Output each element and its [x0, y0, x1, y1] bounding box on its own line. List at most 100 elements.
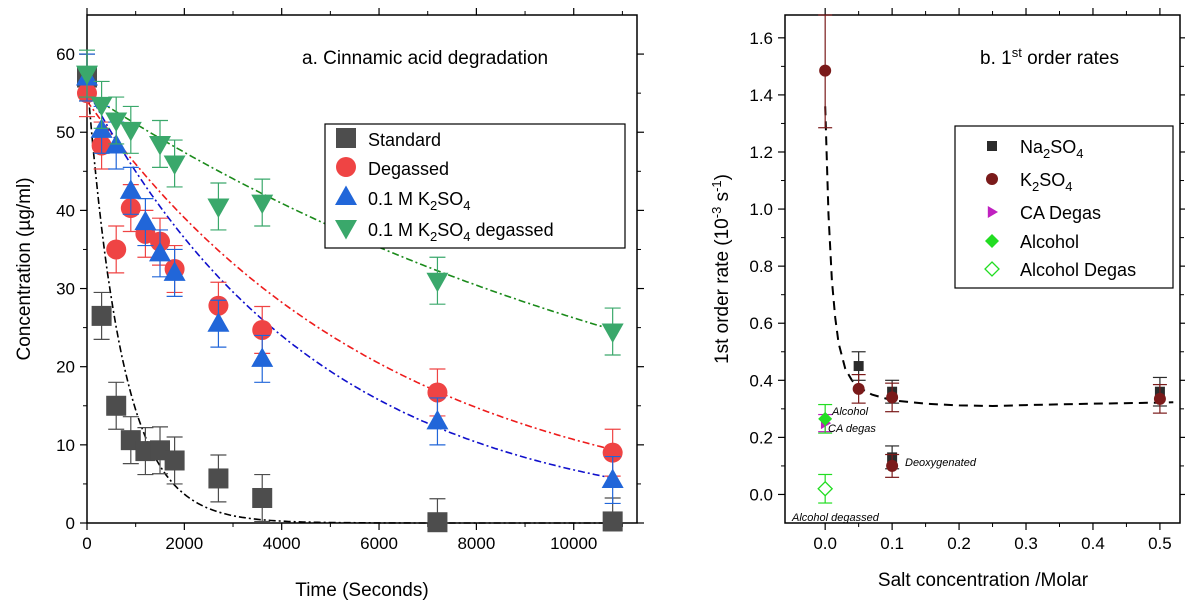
annotation-ca-degas: CA degas — [828, 423, 876, 435]
annotation-deoxygenated: Deoxygenated — [905, 457, 977, 469]
panel-a-xtick-label: 4000 — [263, 534, 301, 553]
panel-a-xtick-label: 10000 — [550, 534, 597, 553]
x-axis-title-a: Time (Seconds) — [295, 580, 428, 600]
panel-b-ytick-label: 0.4 — [749, 371, 773, 390]
data-point — [427, 512, 448, 533]
data-point — [251, 347, 274, 367]
data-point — [252, 487, 273, 508]
panel-b-ytick-label: 0.8 — [749, 257, 773, 276]
panel-a-ytick-label: 0 — [66, 514, 75, 533]
data-point — [91, 305, 112, 326]
legend-a-label-standard: Standard — [368, 130, 441, 150]
legend-b-marker-0 — [987, 141, 997, 151]
data-point — [119, 121, 142, 142]
data-point — [1153, 392, 1166, 405]
data-point — [164, 450, 185, 471]
panel-b-ytick-label: 0.2 — [749, 428, 773, 447]
plot-frame-b — [784, 14, 1181, 524]
series-b-1 — [818, 14, 1167, 478]
panel-a-xtick-label: 2000 — [165, 534, 203, 553]
legend-a-box — [324, 123, 626, 249]
data-point — [602, 511, 623, 532]
data-point — [90, 96, 113, 117]
data-point — [886, 459, 899, 472]
data-point — [105, 112, 128, 133]
data-point — [853, 361, 864, 372]
panel-a-ytick-label: 20 — [56, 358, 75, 377]
legend-a-marker-3 — [335, 220, 357, 240]
legend-b-marker-1 — [986, 173, 998, 185]
panel-b: 0.0 0.1 0.2 0.3 0.4 0.5 0.0 0.2 0.4 0.6 0.8 1.0 1.2 1… — [709, 8, 1185, 591]
series-b-4 — [817, 473, 834, 504]
fit-curve-3 — [87, 92, 613, 331]
legend-b: Na2SO4 K2SO4 CA Degas Alcohol Alcohol De… — [954, 125, 1174, 289]
panel-a-ytick-label: 50 — [56, 123, 75, 142]
legend-b-marker-4 — [984, 261, 1000, 277]
data-point — [819, 64, 832, 77]
panel-b-ytick-label: 0.0 — [749, 485, 773, 504]
panel-b-ytick-label: 1.4 — [749, 86, 773, 105]
y-axis-title-a: Concentration (µg/ml) — [14, 177, 35, 360]
axis-ticks-b: 0.0 0.1 0.2 0.3 0.4 0.5 0.0 0.2 0.4 0.6 0.8 1.0 1.2 1… — [749, 8, 1185, 553]
panel-a-ytick-label: 40 — [56, 201, 75, 220]
legend-b-box — [954, 125, 1174, 289]
legend-b-label-alcohol: Alcohol — [1020, 232, 1079, 252]
data-point — [601, 323, 624, 344]
series-a-3 — [76, 49, 624, 356]
data-point — [852, 382, 865, 395]
panel-b-ytick-label: 0.6 — [749, 314, 773, 333]
x-axis-title-b: Salt concentration /Molar — [878, 570, 1089, 591]
legend-b-label-ca-degas: CA Degas — [1020, 203, 1101, 223]
data-point — [602, 442, 623, 463]
data-point — [163, 155, 186, 175]
annotation-alcohol-degassed: Alcohol degassed — [791, 512, 880, 524]
panel-a-xtick-label: 8000 — [457, 534, 495, 553]
panel-a: 0 2000 4000 6000 8000 10000 0 10 20 30 40 50 60 a. C… — [14, 8, 644, 600]
panel-a-title: a. Cinnamic acid degradation — [302, 48, 548, 69]
panel-b-xtick-label: 0.4 — [1081, 534, 1105, 553]
legend-a-marker-0 — [336, 128, 356, 148]
panel-b-ytick-label: 1.2 — [749, 143, 773, 162]
data-point — [818, 411, 833, 426]
data-point — [817, 480, 834, 497]
data-point — [426, 409, 449, 430]
panel-b-title: b. 1st order rates — [980, 45, 1119, 69]
data-point — [149, 135, 172, 156]
series-a-2 — [76, 53, 624, 505]
panel-a-ytick-label: 60 — [56, 45, 75, 64]
panel-b-xtick-label: 0.5 — [1148, 534, 1172, 553]
panel-b-xtick-label: 0.2 — [947, 534, 971, 553]
data-point — [251, 194, 274, 215]
panel-b-ytick-label: 1.0 — [749, 200, 773, 219]
data-point — [106, 239, 127, 260]
legend-a: Standard Degassed 0.1 M K2SO4 0.1 M K2SO… — [324, 123, 626, 249]
series-b-3 — [818, 403, 833, 434]
data-point — [207, 198, 230, 218]
legend-a-label-degassed: Degassed — [368, 159, 449, 179]
data-point — [207, 312, 230, 332]
fit-curves-a — [87, 77, 613, 524]
data-point — [149, 241, 172, 262]
data-point — [886, 391, 899, 404]
fit-curve-1 — [87, 100, 613, 451]
fit-curve-b-line — [824, 106, 1174, 408]
legend-b-label-alcohol-degas: Alcohol Degas — [1020, 260, 1136, 280]
series-b-0 — [851, 351, 1167, 470]
legend-b-marker-2 — [987, 206, 998, 218]
data-points-b — [817, 14, 1167, 504]
data-point — [163, 261, 186, 281]
legend-b-marker-3 — [985, 234, 999, 248]
data-point — [208, 468, 229, 489]
data-point — [119, 179, 142, 199]
panel-a-xtick-label: 0 — [82, 534, 91, 553]
data-point — [426, 272, 449, 293]
legend-a-marker-2 — [335, 185, 357, 205]
annotation-alcohol: Alcohol — [831, 406, 869, 418]
axis-ticks-a: 0 2000 4000 6000 8000 10000 0 10 20 30 40 50 60 — [56, 8, 644, 553]
panel-a-xtick-label: 6000 — [360, 534, 398, 553]
data-points-a — [76, 49, 624, 533]
y-axis-title-b: 1st order rate (10-3 s-1) — [709, 174, 733, 364]
panel-b-xtick-label: 0.0 — [813, 534, 837, 553]
data-point — [134, 210, 157, 231]
